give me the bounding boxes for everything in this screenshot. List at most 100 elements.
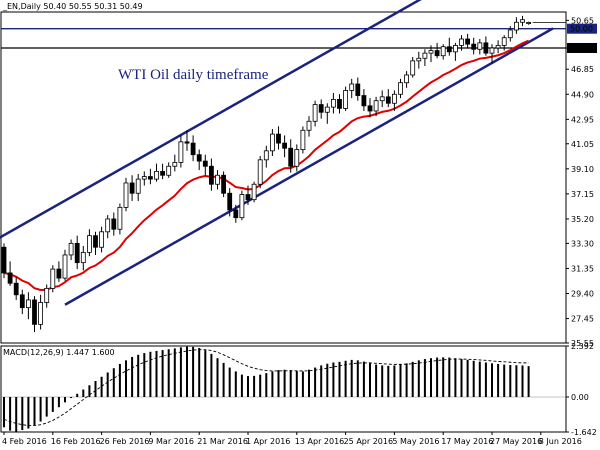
chart-header: _EN,Daily 50.40 50.55 50.31 50.49 [2,2,143,11]
candle-body [495,45,501,49]
candle-body [147,176,153,180]
y-tick-label: 42.95 [571,115,594,124]
candle-body [1,246,7,274]
main-plot-frame [0,11,567,344]
x-tick-label: 4 Feb 2016 [2,437,47,446]
candle-body [123,182,129,208]
y-tick-label: 25.55 [571,339,594,348]
candle-body [471,43,477,50]
candle-body [202,160,208,167]
candle-body [337,99,342,109]
y-tick-label: 44.90 [571,90,594,99]
macd-header: MACD(12,26,9) 1.447 1.600 [3,348,115,357]
candle-body [87,235,92,253]
candle-body [38,302,43,325]
candle-body [99,231,104,248]
candle-body [324,106,330,113]
x-tick-label: 9 Mar 2016 [148,437,194,446]
candle-body [13,282,19,296]
candle-body [74,242,80,264]
candle-body [135,178,141,194]
macd-y-tick-label: 0.00 [571,393,589,402]
candle-body [227,192,233,211]
candle-body [300,129,306,150]
candle-body [367,105,373,112]
candle-body [379,96,385,102]
candle-body [251,183,257,201]
candle-body [288,147,294,167]
candle-body [440,46,446,57]
x-tick-label: 17 May 2016 [441,437,493,446]
candle-body [355,83,361,96]
macd-y-tick-label: -1.642 [571,428,597,437]
candle-body [398,82,403,95]
candle-body [62,254,68,279]
candle-body [465,38,471,45]
macd-signal-line [3,349,529,427]
candle-body [208,165,214,185]
candle-body [349,83,355,91]
y-tick-label: 46.85 [571,65,594,74]
x-tick-label: 5 May 2016 [392,437,439,446]
candle-body [239,194,245,219]
candle-body [428,50,434,54]
candle-body [111,218,117,230]
x-tick-label: 25 Apr 2016 [344,437,393,446]
y-tick-label: 50.65 [571,16,594,25]
candle-body [282,142,288,149]
y-tick-label: 37.15 [571,190,594,199]
candle-body [520,19,525,23]
moving-average-line [3,39,529,292]
candle-body [422,52,428,59]
candle-body [105,218,111,233]
price-level-box [567,23,597,34]
candle-body [434,50,440,57]
candle-body [19,294,25,309]
x-tick-label: 13 Apr 2016 [295,437,344,446]
candle-body [477,42,483,50]
candle-body [178,141,184,163]
upper-channel-line [0,0,422,239]
candle-body [459,38,464,46]
y-tick-label: 33.30 [571,239,594,248]
candle-body [93,235,98,248]
candle-body [306,120,312,131]
lower-channel-line [64,27,554,306]
macd-plot-frame [0,345,567,433]
y-tick-label: 31.35 [571,264,594,273]
candle-body [129,182,135,194]
candle-body [404,74,410,84]
candle-body [44,287,50,303]
y-tick-label: 27.45 [571,315,594,324]
candle-body [50,268,56,289]
candle-body [245,194,251,201]
candle-body [32,299,37,325]
chart-annotation: WTI Oil daily timeframe [118,67,269,83]
candle-body [373,100,379,112]
candle-body [318,104,324,113]
price-level-box [567,42,597,53]
x-tick-label: 8 Jun 2016 [539,437,582,446]
candle-body [276,133,281,144]
y-tick-label: 35.20 [571,215,594,224]
candle-body [446,46,452,53]
candle-body [160,170,166,176]
candle-body [514,21,519,31]
candle-body [68,242,74,256]
candle-body [172,161,178,167]
candle-body [263,150,269,161]
candle-body [330,99,336,108]
candle-body [25,299,31,309]
candle-body [269,133,275,152]
candle-body [294,149,300,167]
y-tick-label: 41.05 [571,140,594,149]
candle-body [141,176,147,180]
candle-body [416,57,422,62]
price-level-label: 48.50 [570,44,593,53]
candle-body [343,90,349,109]
candle-body [483,42,489,54]
price-level-label: 50.00 [570,25,593,34]
candle-body [80,251,86,264]
candle-body [184,141,190,144]
